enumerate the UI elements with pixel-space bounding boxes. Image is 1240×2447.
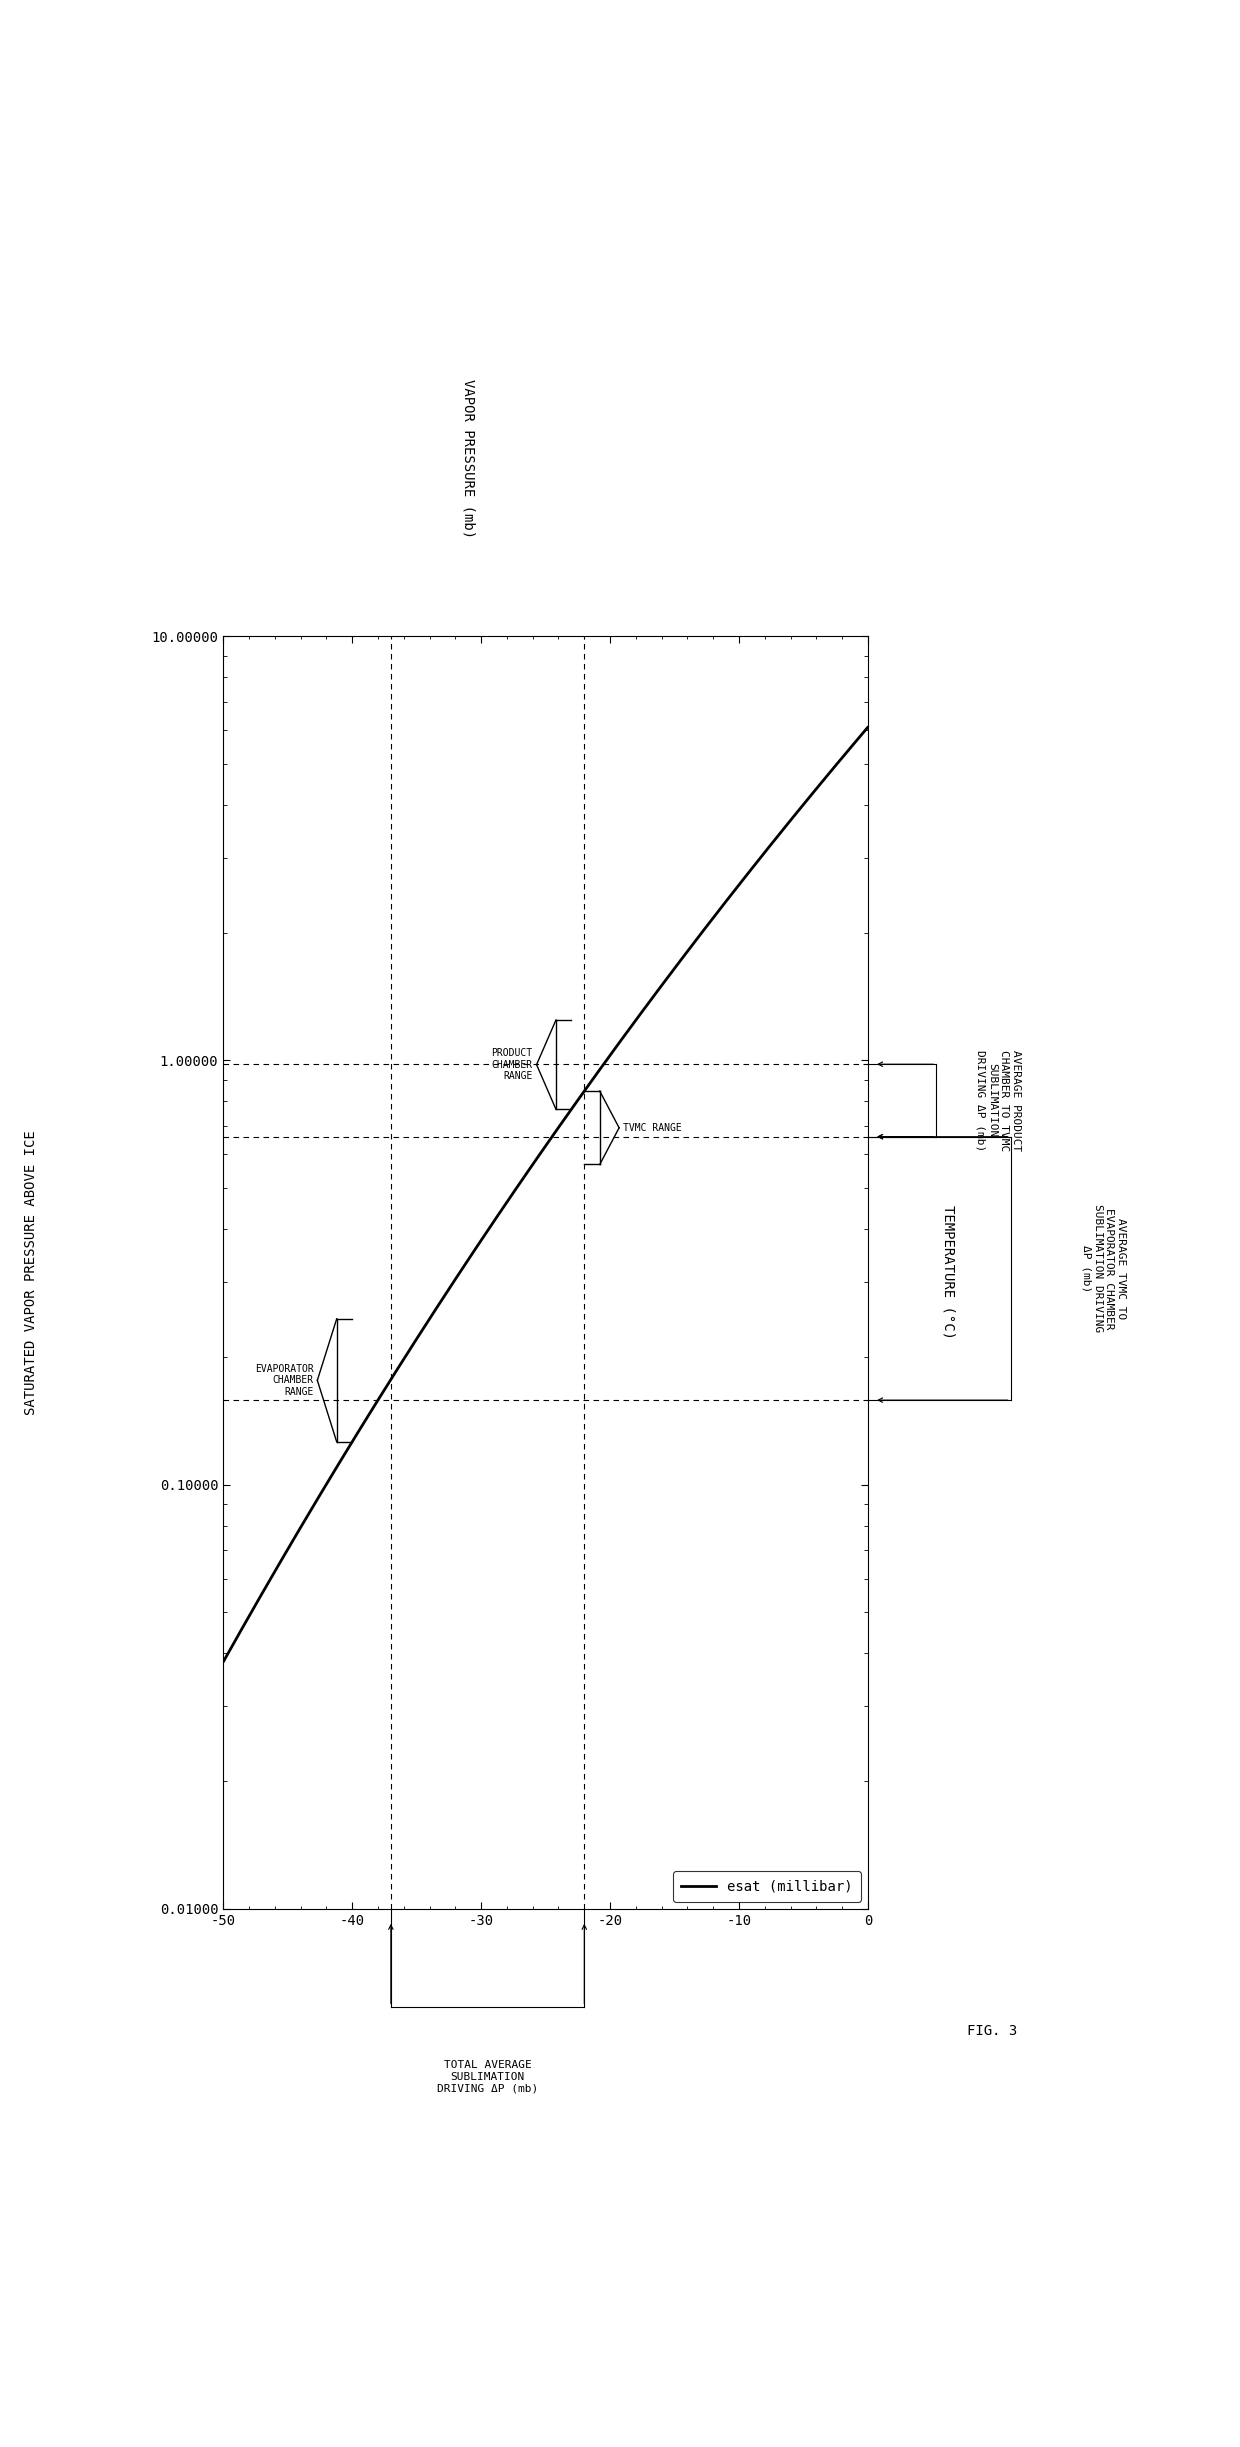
Legend: esat (millibar): esat (millibar) <box>673 1872 861 1901</box>
Text: VAPOR PRESSURE (mb): VAPOR PRESSURE (mb) <box>461 379 475 538</box>
Text: AVERAGE TVMC TO
EVAPORATOR CHAMBER
SUBLIMATION DRIVING
ΔP (mb): AVERAGE TVMC TO EVAPORATOR CHAMBER SUBLI… <box>1081 1204 1126 1334</box>
Text: PRODUCT
CHAMBER
RANGE: PRODUCT CHAMBER RANGE <box>491 1047 533 1082</box>
Text: SATURATED VAPOR PRESSURE ABOVE ICE: SATURATED VAPOR PRESSURE ABOVE ICE <box>24 1131 38 1414</box>
Text: EVAPORATOR
CHAMBER
RANGE: EVAPORATOR CHAMBER RANGE <box>254 1363 314 1397</box>
Text: TEMPERATURE (°C): TEMPERATURE (°C) <box>941 1206 956 1339</box>
Text: TVMC RANGE: TVMC RANGE <box>622 1123 682 1133</box>
Text: FIG. 3: FIG. 3 <box>967 2024 1017 2038</box>
Text: AVERAGE PRODUCT
CHAMBER TO TVMC
SUBLIMATION
DRIVING ΔP (mb): AVERAGE PRODUCT CHAMBER TO TVMC SUBLIMAT… <box>976 1050 1021 1150</box>
Text: TOTAL AVERAGE
SUBLIMATION
DRIVING ΔP (mb): TOTAL AVERAGE SUBLIMATION DRIVING ΔP (mb… <box>436 2060 538 2095</box>
